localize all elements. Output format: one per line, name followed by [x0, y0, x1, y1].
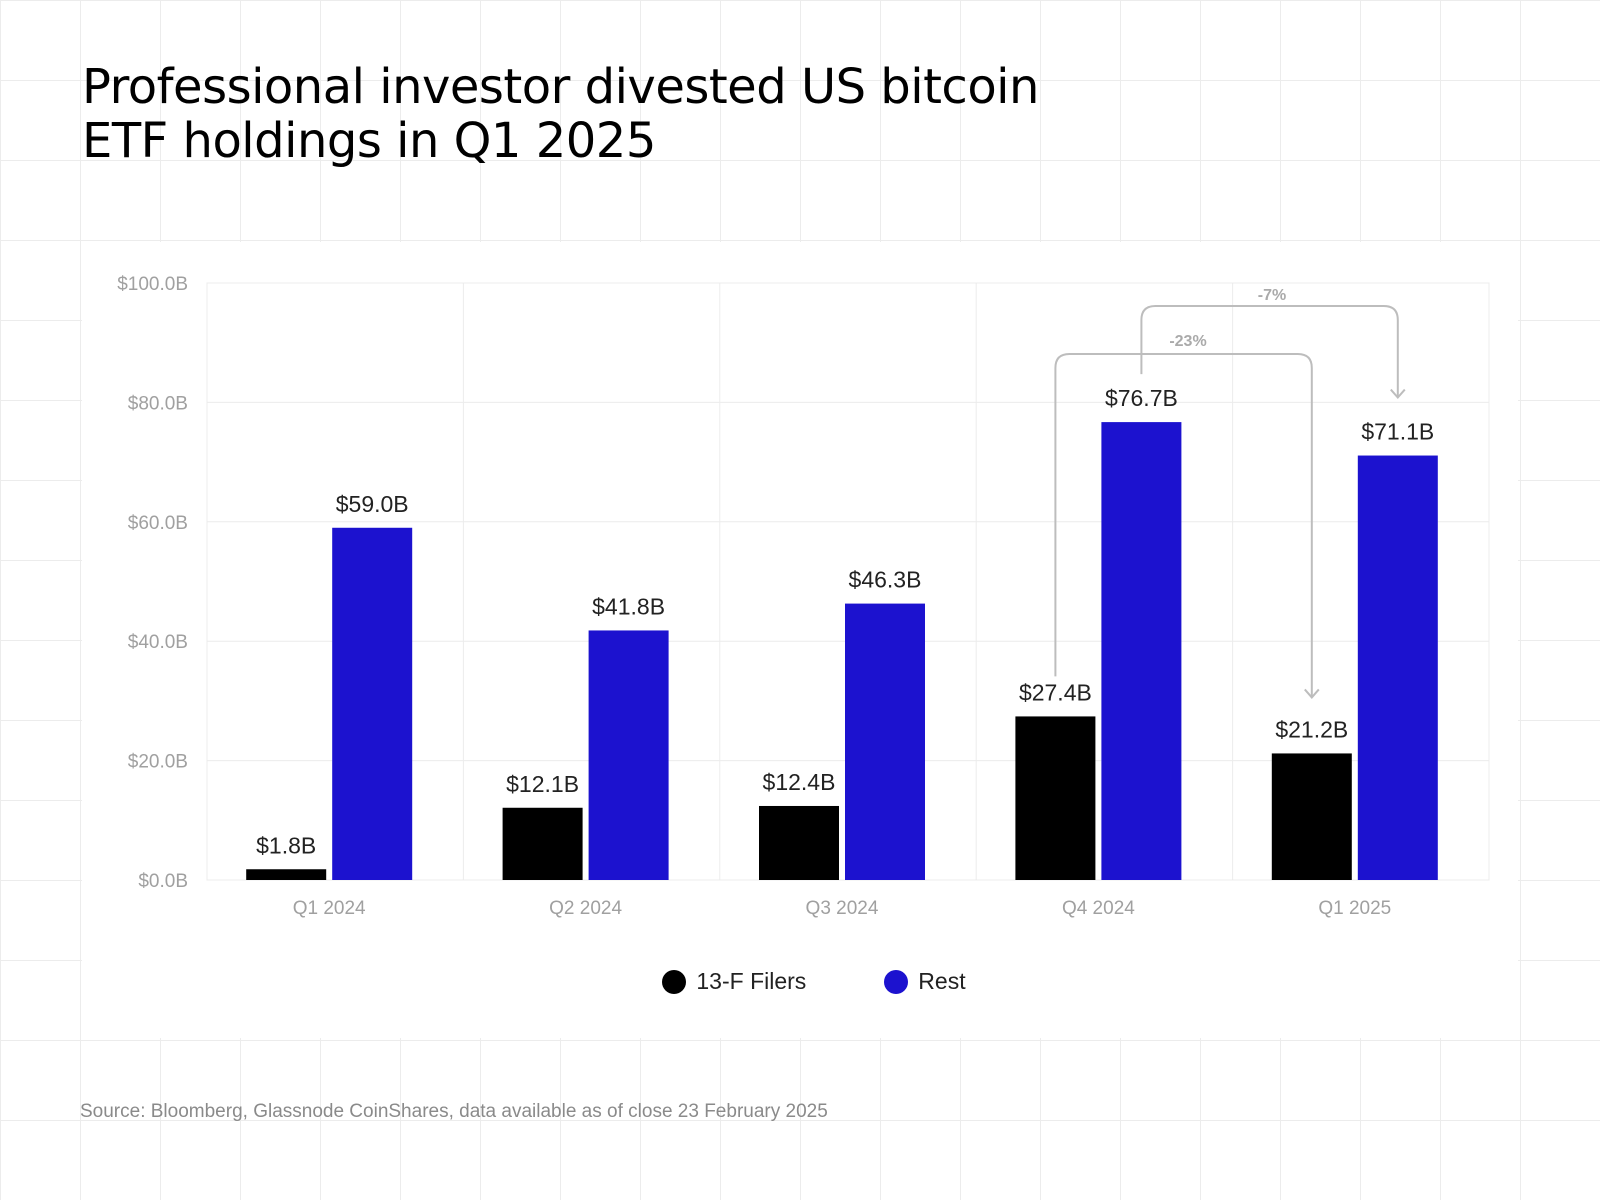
data-label: $1.8B: [256, 832, 316, 858]
y-tick-label: $20.0B: [128, 752, 188, 773]
bar-13f: [1271, 753, 1352, 880]
annotation-bracket-23-arrowhead: [1304, 688, 1320, 699]
legend-swatch-rest: [884, 969, 909, 994]
bar-rest: [1101, 422, 1182, 880]
title-line-2: ETF holdings in Q1 2025: [82, 113, 656, 169]
bar-13f: [1015, 716, 1096, 880]
annotation-bracket-23: [1054, 353, 1313, 698]
data-label: $12.1B: [506, 771, 579, 797]
legend-item-13f: 13-F Filers: [662, 968, 806, 995]
y-tick-label: $60.0B: [128, 513, 188, 534]
bar-rest: [332, 527, 413, 880]
y-tick-label: $40.0B: [128, 632, 188, 653]
data-label: $46.3B: [849, 567, 922, 593]
x-tick-label: Q1 2024: [293, 898, 366, 919]
x-tick-label: Q2 2024: [549, 898, 622, 919]
bar-rest: [1357, 455, 1438, 880]
bar-13f: [502, 807, 583, 880]
bar-rest: [845, 603, 925, 880]
data-label: $12.4B: [763, 769, 836, 795]
source-note: Source: Bloomberg, Glassnode CoinShares,…: [80, 1101, 828, 1122]
legend-label-13f: 13-F Filers: [696, 968, 807, 994]
annotation-label: -23%: [1169, 333, 1206, 350]
bar-rest: [588, 630, 669, 880]
chart-panel: [82, 242, 1518, 1038]
annotation-label: -7%: [1258, 287, 1286, 304]
x-tick-label: Q1 2025: [1318, 898, 1391, 919]
legend-label-rest: Rest: [918, 968, 966, 994]
x-tick-label: Q4 2024: [1062, 898, 1135, 919]
y-tick-label: $80.0B: [128, 393, 188, 414]
data-label: $59.0B: [336, 491, 409, 517]
legend-item-rest: Rest: [884, 968, 966, 995]
annotation-bracket-7-arrowhead: [1390, 388, 1406, 400]
bar-13f: [759, 805, 839, 880]
data-label: $71.1B: [1361, 419, 1434, 445]
title-line-1: Professional investor divested US bitcoi…: [82, 59, 1039, 115]
bar-13f: [246, 869, 327, 880]
chart-title: Professional investor divested US bitcoi…: [82, 60, 1082, 168]
y-tick-label: $100.0B: [117, 274, 188, 295]
annotation-bracket-7: [1140, 305, 1399, 398]
legend-swatch-13f: [662, 969, 687, 994]
legend: 13-F Filers Rest: [0, 968, 1600, 995]
data-label: $27.4B: [1019, 679, 1092, 705]
x-tick-label: Q3 2024: [806, 898, 879, 919]
y-tick-label: $0.0B: [138, 871, 188, 892]
data-label: $41.8B: [592, 593, 665, 619]
data-label: $76.7B: [1105, 385, 1178, 411]
data-label: $21.2B: [1275, 716, 1348, 742]
